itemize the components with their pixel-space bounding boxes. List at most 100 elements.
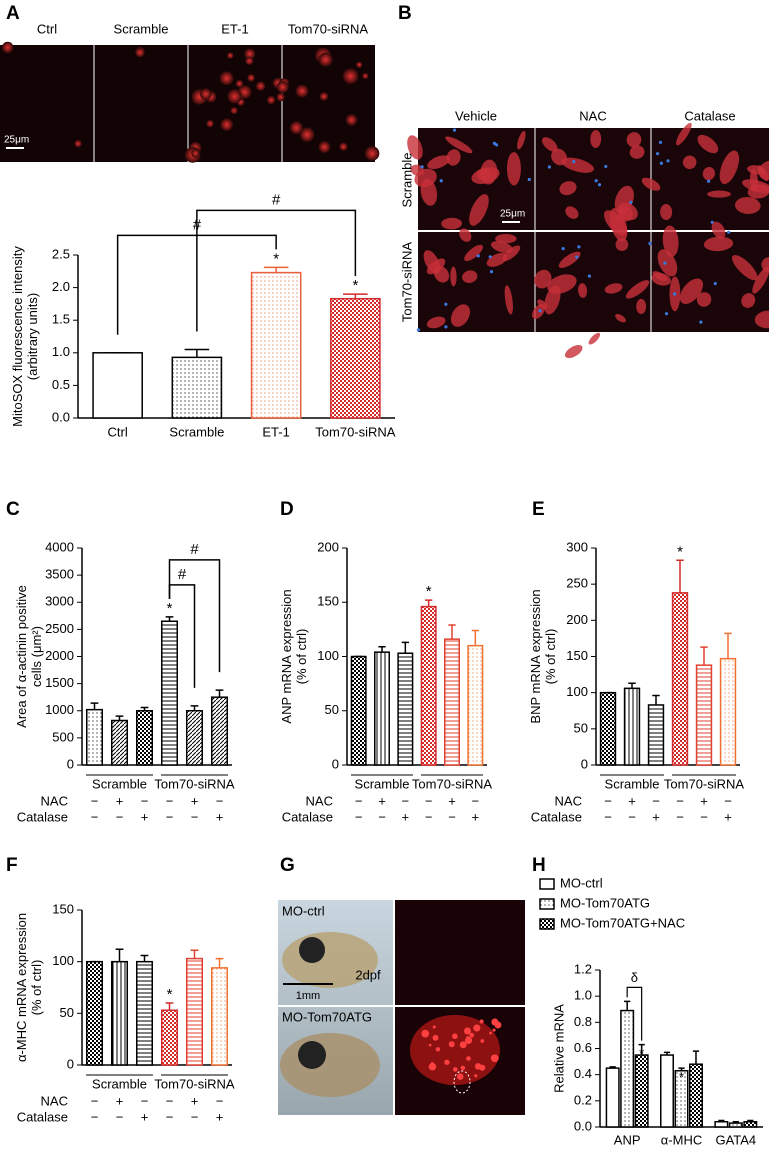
treatment-label: NAC — [306, 793, 333, 808]
y-tick-label: 3000 — [45, 594, 74, 609]
y-tick-label: 150 — [566, 648, 588, 663]
cell — [741, 293, 756, 308]
cell — [703, 236, 734, 252]
treatment-sign: − — [448, 809, 456, 824]
treatment-sign: + — [141, 809, 149, 824]
bar — [92, 352, 143, 419]
group-label: Tom70-siRNA — [154, 776, 235, 791]
cell — [697, 134, 719, 154]
nucleus — [577, 245, 581, 249]
cell — [561, 157, 594, 173]
stage-label: 2dpf — [355, 967, 381, 982]
group-label: Tom70-siRNA — [154, 1076, 235, 1091]
x-tick-label: ANP — [614, 1132, 641, 1147]
cell — [651, 272, 671, 286]
bar — [186, 710, 203, 766]
bracket-label: # — [272, 191, 281, 208]
treatment-sign: − — [628, 809, 636, 824]
y-tick-label: 0 — [67, 756, 74, 771]
cell — [219, 71, 234, 86]
row-label: MO-Tom70ATG — [282, 1009, 372, 1024]
cell — [534, 269, 552, 289]
treatment-label: NAC — [41, 1093, 68, 1108]
group-label: Scramble — [605, 776, 660, 791]
treatment-sign: − — [472, 793, 480, 808]
bar — [605, 1067, 620, 1128]
treatment-label: Catalase — [282, 809, 333, 824]
y-tick-label: 0.0 — [574, 1118, 592, 1133]
legend-label: MO-ctrl — [560, 875, 603, 890]
cell — [318, 52, 333, 67]
bar — [211, 967, 228, 1066]
treatment-sign: − — [604, 809, 612, 824]
y-tick-label: 100 — [52, 953, 74, 968]
cell — [345, 114, 358, 126]
cell — [731, 254, 758, 281]
y-axis-label: (% of ctrl) — [29, 960, 44, 1016]
cell — [662, 225, 679, 257]
cell — [532, 304, 546, 319]
panel-letter: D — [280, 499, 294, 520]
x-tick-label: Scramble — [169, 424, 224, 439]
cell — [200, 88, 212, 100]
cell — [206, 119, 214, 128]
cell — [227, 89, 242, 104]
cell — [459, 1041, 467, 1049]
treatment-sign: + — [378, 793, 386, 808]
bracket-label: # — [190, 541, 199, 558]
bar — [161, 1009, 178, 1066]
y-tick-label: 0 — [332, 756, 339, 771]
nucleus — [538, 309, 542, 313]
y-tick-label: 50 — [325, 702, 339, 717]
nucleus — [629, 200, 633, 204]
cell — [462, 270, 478, 283]
legend-label: MO-Tom70ATG — [560, 895, 650, 910]
column-label: Catalase — [684, 108, 735, 123]
error-bar — [401, 641, 409, 654]
cell — [435, 1047, 441, 1052]
cell — [450, 266, 457, 287]
treatment-sign: + — [116, 1093, 124, 1108]
cell — [682, 155, 697, 170]
y-tick-label: 3500 — [45, 567, 74, 582]
y-tick-label: 150 — [317, 594, 339, 609]
image-label: Tom70-siRNA — [288, 21, 369, 36]
cell — [423, 250, 441, 274]
nucleus — [666, 159, 670, 163]
cell — [504, 285, 513, 315]
significance: * — [273, 250, 279, 267]
error-bar — [215, 689, 224, 698]
heart-outline — [453, 1070, 471, 1094]
cell — [578, 283, 588, 298]
treatment-label: Catalase — [531, 809, 582, 824]
cell — [362, 72, 369, 80]
error-bar — [724, 632, 732, 659]
y-tick-label: 2000 — [45, 648, 74, 663]
cell — [495, 233, 517, 244]
cell — [719, 150, 740, 185]
y-tick-label: 100 — [317, 648, 339, 663]
legend-swatch — [539, 918, 555, 930]
cell — [318, 141, 331, 153]
treatment-sign: + — [141, 1109, 149, 1124]
nucleus — [439, 179, 443, 183]
cell — [636, 298, 647, 315]
cell — [752, 266, 769, 294]
panel-letter: A — [6, 3, 20, 24]
error-bar — [190, 705, 199, 711]
y-tick-label: 0.5 — [52, 377, 70, 392]
y-axis-label: MitoSOX fluorescence intensity — [10, 246, 25, 427]
cell — [428, 1043, 432, 1047]
column-label: Vehicle — [455, 108, 497, 123]
x-tick-label: Tom70-siRNA — [315, 424, 396, 439]
cell — [453, 1067, 458, 1072]
treatment-sign: + — [216, 1109, 224, 1124]
treatment-sign: + — [700, 793, 708, 808]
x-tick-label: Ctrl — [108, 424, 128, 439]
nucleus — [561, 247, 565, 251]
treatment-sign: − — [116, 809, 124, 824]
treatment-sign: − — [355, 809, 363, 824]
cell — [463, 1027, 472, 1035]
cell — [244, 48, 256, 60]
panel-letter: F — [6, 855, 18, 876]
